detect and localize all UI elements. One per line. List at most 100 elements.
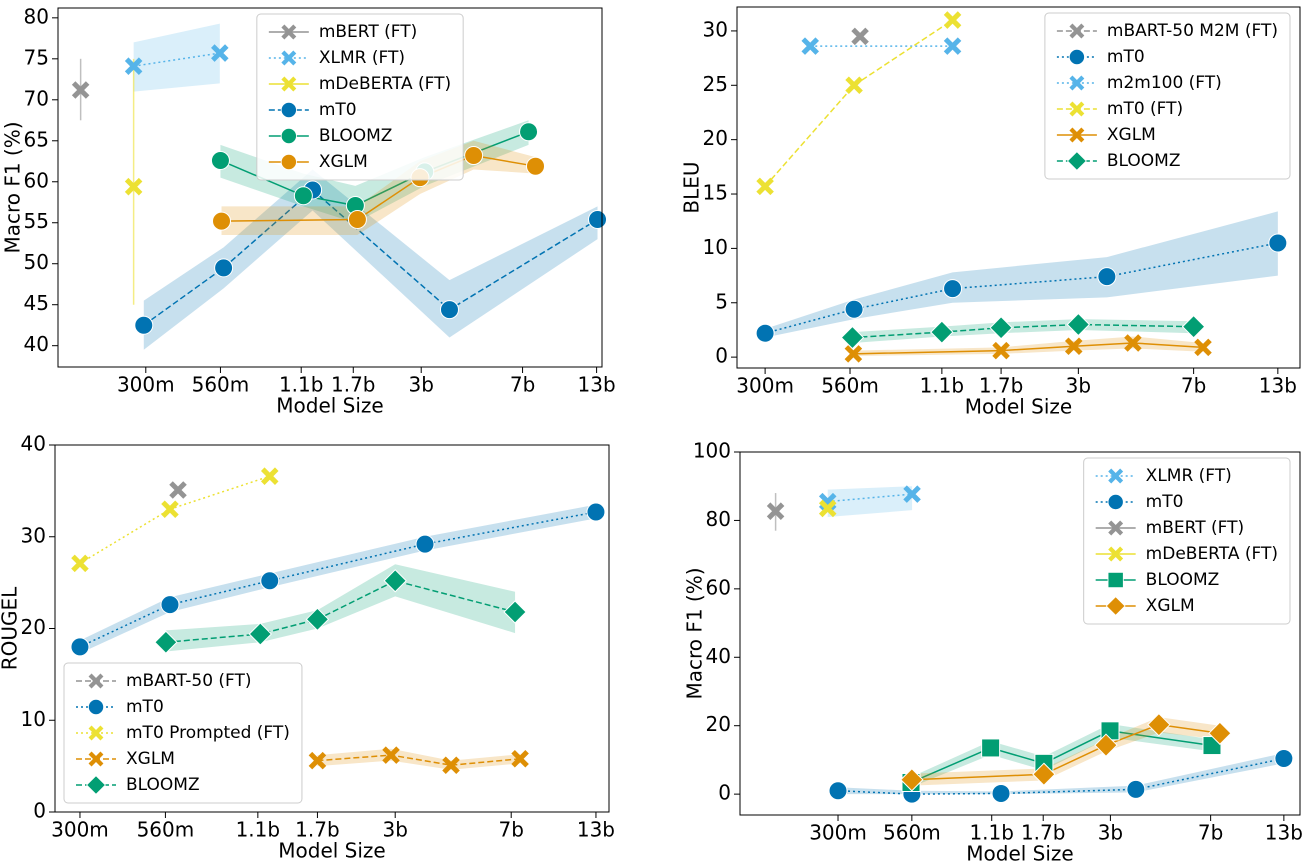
y-tick-label: 15 [703, 181, 728, 205]
plot-frame [736, 6, 1301, 369]
x-tick-label: 3b [408, 373, 433, 397]
x-tick-label: 1.7b [979, 374, 1024, 398]
marker [1181, 314, 1206, 339]
legend-box [256, 13, 464, 181]
marker [943, 37, 962, 55]
marker [212, 211, 232, 231]
marker [801, 37, 820, 55]
x-tick-label: 7b [1198, 821, 1223, 845]
marker [1194, 338, 1212, 357]
marker [154, 630, 178, 654]
confidence-band [165, 564, 516, 652]
marker [1108, 468, 1124, 484]
legend: mBART-50 M2M (FT) mT0 m2m100 (FT) mT0 (FT) X… [1044, 12, 1291, 180]
x-axis-label: Model Size [966, 842, 1073, 861]
legend-box [1044, 12, 1291, 180]
y-tick-label: 50 [24, 250, 49, 274]
y-tick-label: 5 [715, 289, 728, 313]
x-tick-label: 300m [51, 818, 109, 842]
marker [1032, 762, 1056, 786]
x-tick-label: 560m [821, 374, 879, 398]
marker [88, 725, 104, 741]
marker [1094, 733, 1118, 757]
x-tick-label: 560m [192, 373, 250, 397]
y-tick-label: 30 [21, 523, 46, 547]
x-tick-label: 560m [137, 818, 195, 842]
y-tick-label: 30 [703, 17, 728, 41]
y-tick-label: 0 [718, 781, 731, 805]
marker [1108, 546, 1124, 562]
x-tick-label: 560m [883, 821, 941, 845]
plot-frame [739, 451, 1301, 816]
marker [210, 150, 230, 170]
marker [755, 323, 775, 343]
x-axis-label: Model Size [276, 394, 383, 418]
y-axis-label: Macro F1 (%) [683, 567, 707, 699]
series-line [764, 19, 953, 187]
x-tick-label: 1.7b [331, 373, 376, 397]
marker [1274, 749, 1294, 769]
marker [818, 499, 837, 518]
marker [930, 320, 954, 344]
legend-label: mT0 [126, 697, 164, 717]
y-axis-label: ROUGEL [0, 586, 22, 670]
x-tick-label: 7b [1181, 374, 1206, 398]
series-line [79, 511, 597, 648]
y-tick-label: 70 [24, 86, 49, 110]
x-tick-label: 13b [1265, 821, 1303, 845]
marker [588, 209, 608, 229]
marker [943, 279, 963, 299]
marker [1064, 337, 1083, 356]
y-tick-label: 75 [24, 45, 49, 69]
legend-label: XGLM [126, 749, 175, 769]
x-tick-label: 3b [382, 818, 407, 842]
y-tick-label: 55 [24, 209, 49, 233]
x-tick-label: 1.7b [1021, 821, 1066, 845]
marker [756, 177, 774, 196]
x-axis-label: Model Size [965, 395, 1072, 419]
y-tick-label: 20 [703, 126, 728, 150]
legend-label: XGLM [319, 152, 368, 172]
panel: 40 45 50 55 60 65 70 75 80 300m 560m 1.1b 1.7b 3b 7b 13… [1, 4, 616, 417]
series-line [764, 242, 1278, 334]
marker [519, 122, 539, 142]
x-tick-label: 13b [578, 373, 616, 397]
legend: mBART-50 (FT) mT0 mT0 Prompted (FT) XGLM BLO… [63, 662, 303, 804]
x-tick-label: 300m [736, 374, 794, 398]
marker [992, 341, 1010, 360]
series-line [827, 493, 913, 503]
legend-label: mT0 (FT) [1107, 99, 1183, 119]
marker [1097, 267, 1117, 287]
marker [1147, 712, 1171, 737]
marker [415, 534, 435, 554]
confidence-band [143, 169, 598, 350]
marker [844, 345, 863, 363]
x-tick-label: 300m [117, 373, 175, 397]
marker [347, 209, 367, 229]
y-tick-label: 80 [706, 507, 731, 531]
x-tick-label: 7b [510, 373, 535, 397]
legend-box [1083, 457, 1291, 625]
marker [260, 467, 279, 485]
marker [88, 673, 104, 689]
marker [844, 299, 864, 319]
y-tick-label: 65 [24, 127, 49, 151]
marker [766, 502, 785, 520]
marker [851, 27, 869, 46]
marker [903, 485, 921, 503]
x-tick-label: 1.1b [236, 818, 281, 842]
y-tick-label: 45 [24, 291, 49, 315]
y-tick-label: 40 [706, 644, 731, 668]
confidence-band [133, 23, 220, 92]
confidence-band [765, 211, 1278, 338]
marker [87, 698, 105, 716]
x-tick-label: 1.1b [969, 821, 1014, 845]
marker [305, 607, 330, 632]
legend-label: BLOOMZ [1107, 151, 1181, 171]
y-tick-label: 60 [706, 575, 731, 599]
legend-box [63, 662, 303, 804]
y-axis-label: BLEU [680, 161, 704, 213]
legend-label: mBERT (FT) [1146, 518, 1244, 538]
marker [1068, 48, 1085, 66]
y-tick-label: 25 [703, 72, 728, 96]
